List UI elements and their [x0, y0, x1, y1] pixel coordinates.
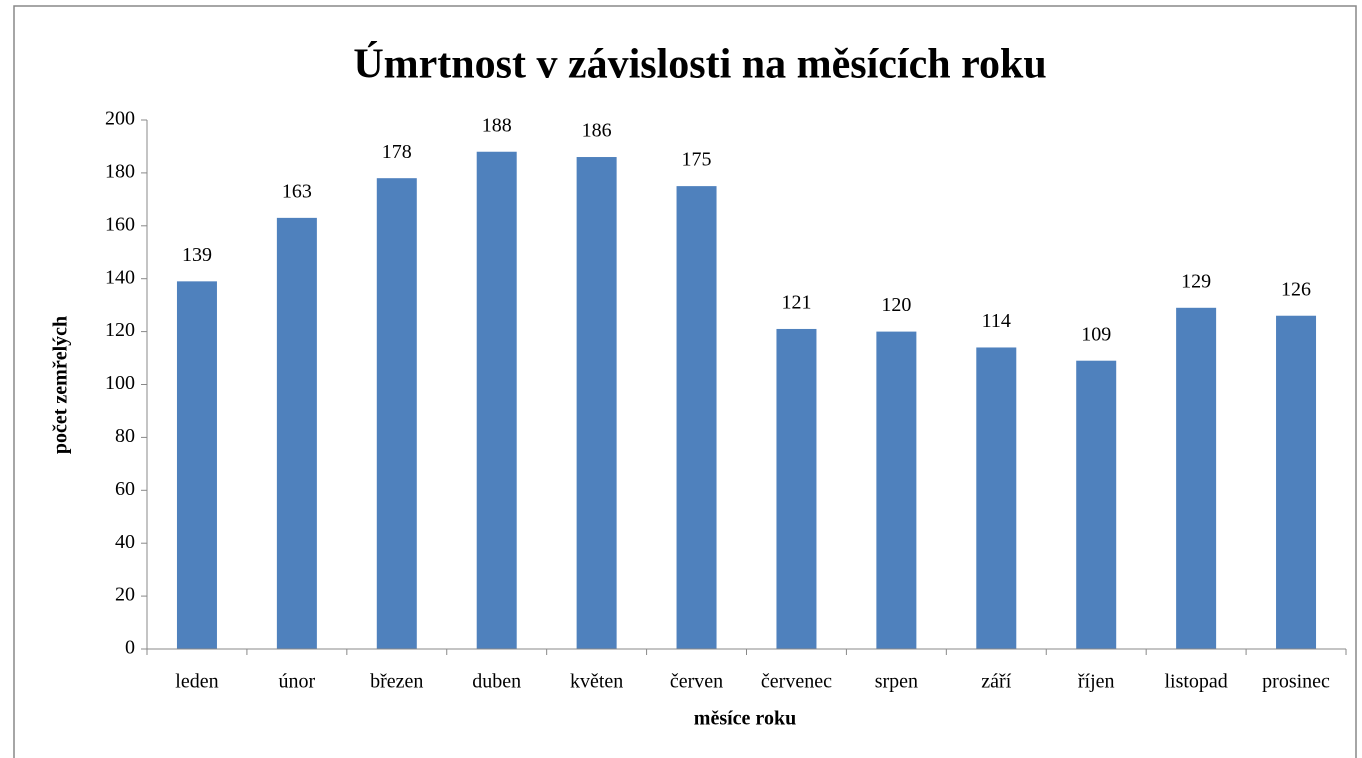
y-tick-label: 20	[115, 584, 135, 606]
data-label: 139	[182, 244, 212, 266]
bar	[876, 331, 917, 649]
x-tick-label: listopad	[1164, 671, 1227, 693]
x-tick-label: březen	[370, 671, 423, 693]
x-tick-label: květen	[570, 671, 623, 693]
data-label: 121	[781, 292, 811, 314]
y-tick-label: 120	[105, 319, 135, 341]
y-tick-label: 80	[115, 425, 135, 447]
data-label: 186	[582, 120, 612, 142]
bar	[276, 217, 317, 650]
bar	[376, 178, 417, 649]
x-tick-label: srpen	[875, 671, 918, 693]
data-label: 163	[282, 180, 312, 202]
data-label: 109	[1081, 323, 1111, 345]
y-tick-label: 0	[125, 637, 135, 659]
chart-title: Úmrtnost v závislosti na měsících roku	[353, 41, 1046, 88]
x-tick-label: prosinec	[1262, 671, 1330, 693]
x-tick-label: září	[981, 671, 1011, 693]
bar	[776, 328, 817, 649]
bar	[976, 347, 1017, 649]
x-tick-label: únor	[279, 671, 316, 693]
bar	[1176, 307, 1217, 649]
bar	[676, 186, 717, 649]
bar	[576, 157, 617, 649]
x-tick-label: duben	[472, 671, 521, 693]
y-tick-label: 160	[105, 213, 135, 235]
y-tick-label: 60	[115, 478, 135, 500]
bar	[476, 151, 517, 650]
y-tick-label: 140	[105, 266, 135, 288]
data-label: 178	[382, 141, 412, 163]
data-label: 120	[881, 294, 911, 316]
data-label: 114	[982, 310, 1011, 332]
bar	[1276, 315, 1317, 649]
x-tick-label: červen	[670, 671, 723, 693]
data-label: 175	[682, 149, 712, 171]
bar	[176, 281, 217, 649]
x-tick-label: říjen	[1078, 671, 1115, 693]
bar	[1076, 360, 1117, 649]
y-tick-label: 180	[105, 160, 135, 182]
y-tick-label: 100	[105, 372, 135, 394]
y-tick-label: 40	[115, 531, 135, 553]
y-tick-label: 200	[105, 108, 135, 130]
data-label: 188	[482, 114, 512, 136]
y-axis-title: počet zemřelých	[50, 316, 72, 454]
x-tick-label: leden	[175, 671, 218, 693]
data-label: 126	[1281, 278, 1311, 300]
data-label: 129	[1181, 270, 1211, 292]
x-tick-label: červenec	[761, 671, 832, 693]
x-axis-title: měsíce roku	[694, 708, 796, 730]
